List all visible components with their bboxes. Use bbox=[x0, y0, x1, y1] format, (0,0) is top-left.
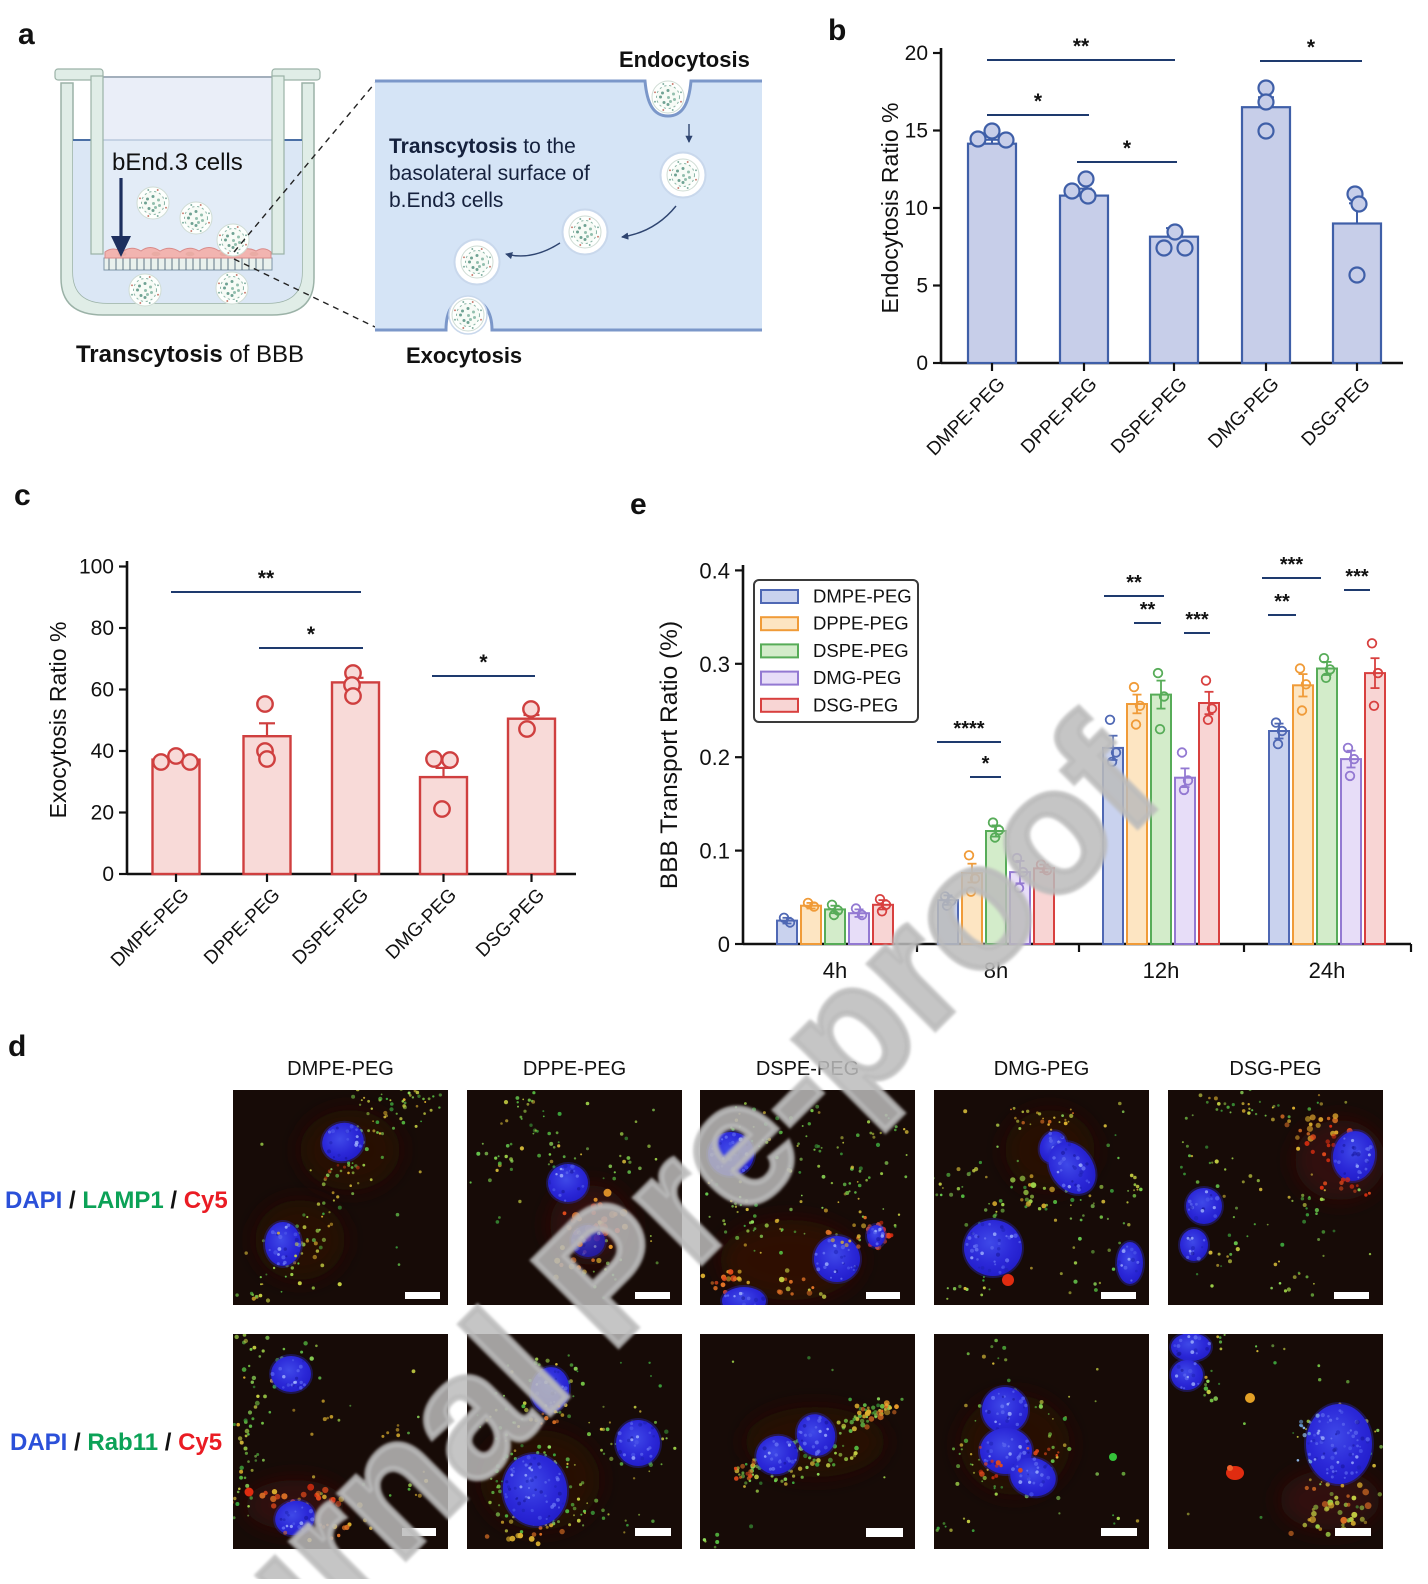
svg-text:DSG-PEG: DSG-PEG bbox=[472, 885, 549, 962]
svg-text:DSG-PEG: DSG-PEG bbox=[1298, 374, 1375, 451]
svg-text:DSPE-PEG: DSPE-PEG bbox=[289, 885, 373, 969]
svg-text:0.2: 0.2 bbox=[699, 745, 730, 770]
svg-text:0: 0 bbox=[916, 352, 928, 375]
svg-text:40: 40 bbox=[91, 740, 114, 763]
svg-text:20: 20 bbox=[91, 802, 114, 825]
svg-text:**: ** bbox=[1126, 572, 1142, 594]
svg-text:5: 5 bbox=[916, 275, 928, 298]
svg-text:DMPE-PEG: DMPE-PEG bbox=[287, 1058, 394, 1080]
svg-text:*: * bbox=[479, 651, 488, 674]
svg-text:DSG-PEG: DSG-PEG bbox=[1229, 1058, 1321, 1080]
svg-text:Exocytosis: Exocytosis bbox=[406, 343, 522, 368]
svg-text:***: *** bbox=[1185, 609, 1209, 631]
svg-text:**: ** bbox=[1140, 599, 1156, 621]
svg-text:****: **** bbox=[953, 718, 984, 740]
svg-text:DSG-PEG: DSG-PEG bbox=[813, 694, 898, 715]
svg-text:*: * bbox=[1034, 90, 1043, 113]
svg-text:8h: 8h bbox=[984, 958, 1008, 983]
svg-text:Transcytosis to the: Transcytosis to the bbox=[389, 135, 576, 158]
svg-text:DSPE-PEG: DSPE-PEG bbox=[756, 1058, 859, 1080]
svg-text:15: 15 bbox=[905, 120, 928, 143]
svg-text:100: 100 bbox=[79, 556, 114, 579]
svg-text:c: c bbox=[14, 479, 31, 512]
svg-text:DMG-PEG: DMG-PEG bbox=[994, 1058, 1090, 1080]
svg-text:DPPE-PEG: DPPE-PEG bbox=[523, 1058, 626, 1080]
svg-text:DSPE-PEG: DSPE-PEG bbox=[813, 640, 909, 661]
svg-text:DAPI / LAMP1 / Cy5: DAPI / LAMP1 / Cy5 bbox=[5, 1187, 228, 1214]
svg-text:80: 80 bbox=[91, 617, 114, 640]
svg-text:24h: 24h bbox=[1309, 958, 1346, 983]
svg-text:a: a bbox=[18, 18, 35, 51]
svg-text:BBB Transport Ratio (%): BBB Transport Ratio (%) bbox=[656, 621, 683, 889]
svg-text:4h: 4h bbox=[823, 958, 847, 983]
svg-text:DMG-PEG: DMG-PEG bbox=[1204, 374, 1283, 453]
svg-text:Exocytosis Ratio %: Exocytosis Ratio % bbox=[45, 622, 71, 819]
svg-text:*: * bbox=[982, 753, 990, 775]
svg-text:*: * bbox=[1123, 137, 1132, 160]
svg-text:DPPE-PEG: DPPE-PEG bbox=[1017, 374, 1101, 458]
svg-text:**: ** bbox=[1073, 35, 1090, 58]
svg-text:*: * bbox=[307, 623, 316, 646]
svg-text:basolateral surface of: basolateral surface of bbox=[389, 162, 590, 185]
svg-text:*: * bbox=[1307, 36, 1316, 59]
svg-text:DMG-PEG: DMG-PEG bbox=[813, 667, 901, 688]
svg-text:12h: 12h bbox=[1143, 958, 1180, 983]
svg-text:DPPE-PEG: DPPE-PEG bbox=[813, 613, 909, 634]
svg-text:20: 20 bbox=[905, 42, 928, 65]
svg-text:b.End3 cells: b.End3 cells bbox=[389, 189, 503, 212]
svg-text:**: ** bbox=[1274, 591, 1290, 613]
svg-text:0.1: 0.1 bbox=[699, 839, 730, 864]
svg-text:0: 0 bbox=[718, 932, 730, 957]
svg-text:0.3: 0.3 bbox=[699, 652, 730, 677]
svg-text:DMPE-PEG: DMPE-PEG bbox=[107, 885, 194, 972]
svg-text:**: ** bbox=[258, 567, 275, 590]
svg-text:60: 60 bbox=[91, 679, 114, 702]
svg-text:Transcytosis of BBB: Transcytosis of BBB bbox=[76, 341, 304, 368]
svg-text:Endocytosis Ratio %: Endocytosis Ratio % bbox=[877, 103, 903, 314]
svg-text:b: b bbox=[828, 14, 846, 47]
svg-text:***: *** bbox=[1280, 554, 1304, 576]
svg-text:e: e bbox=[630, 488, 647, 521]
svg-text:0.4: 0.4 bbox=[699, 558, 730, 583]
svg-text:d: d bbox=[8, 1030, 26, 1063]
svg-text:Endocytosis: Endocytosis bbox=[619, 47, 750, 72]
svg-text:DPPE-PEG: DPPE-PEG bbox=[200, 885, 284, 969]
svg-text:DMG-PEG: DMG-PEG bbox=[382, 885, 461, 964]
svg-text:DMPE-PEG: DMPE-PEG bbox=[813, 586, 912, 607]
svg-text:bEnd.3 cells: bEnd.3 cells bbox=[112, 149, 243, 176]
svg-text:DSPE-PEG: DSPE-PEG bbox=[1107, 374, 1191, 458]
svg-text:10: 10 bbox=[905, 197, 928, 220]
svg-text:DAPI / Rab11 / Cy5: DAPI / Rab11 / Cy5 bbox=[10, 1429, 222, 1456]
svg-text:0: 0 bbox=[102, 863, 114, 886]
svg-text:DMPE-PEG: DMPE-PEG bbox=[923, 374, 1010, 461]
svg-text:***: *** bbox=[1345, 566, 1369, 588]
